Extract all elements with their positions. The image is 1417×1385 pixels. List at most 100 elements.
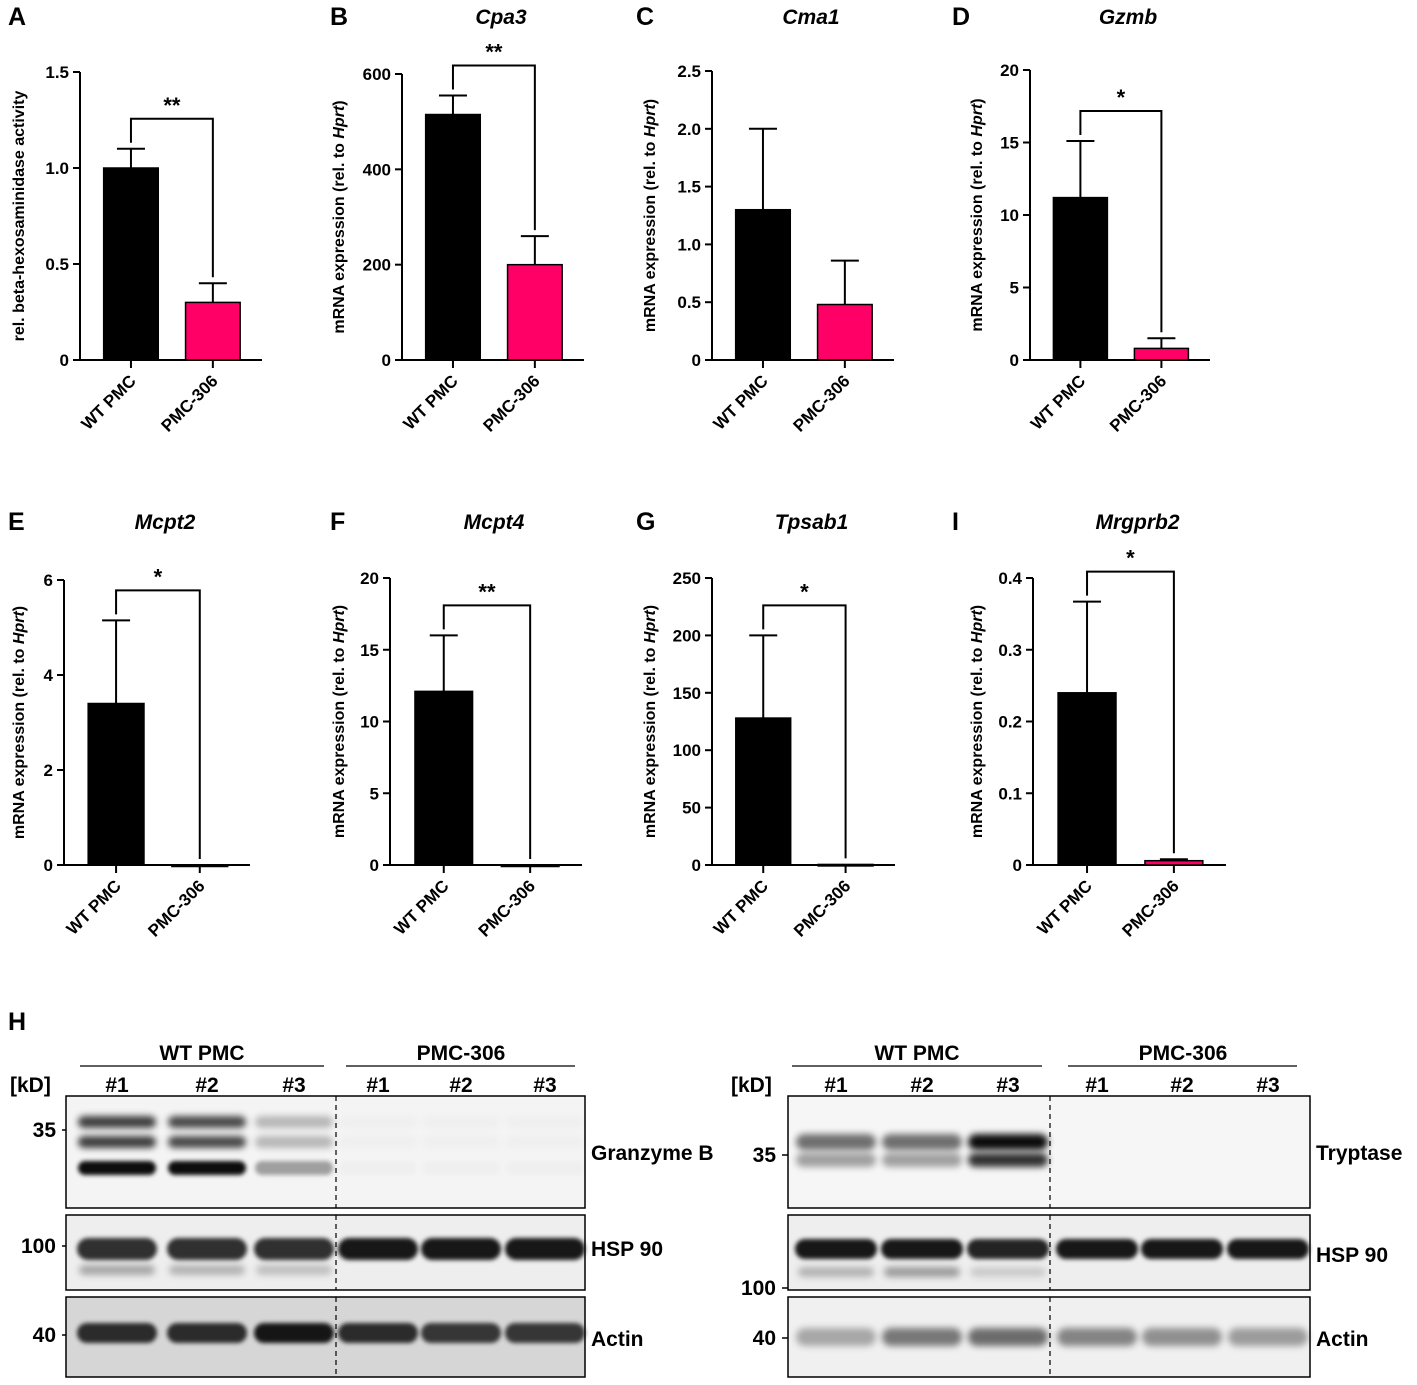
protein-label: Granzyme B bbox=[591, 1142, 714, 1165]
y-axis-label: mRNA expression (rel. to Hprt) bbox=[642, 605, 659, 838]
y-tick-label: 5 bbox=[370, 784, 379, 803]
protein-label: Actin bbox=[1316, 1328, 1369, 1351]
category-label: WT PMC bbox=[1027, 371, 1089, 433]
y-tick-label: 20 bbox=[1000, 61, 1019, 80]
y-tick-label: 5 bbox=[1010, 279, 1019, 298]
band bbox=[1227, 1239, 1309, 1259]
y-tick-label: 15 bbox=[360, 641, 379, 660]
y-tick-label: 600 bbox=[363, 65, 391, 84]
band bbox=[422, 1161, 500, 1175]
category-label: WT PMC bbox=[710, 876, 772, 938]
y-tick-label: 6 bbox=[44, 571, 53, 590]
y-tick-label: 10 bbox=[360, 713, 379, 732]
bar-wt-pmc bbox=[87, 702, 145, 866]
band bbox=[168, 1161, 246, 1175]
band bbox=[77, 1238, 157, 1260]
lane-label: #2 bbox=[1170, 1074, 1193, 1097]
kd-label: [kD] bbox=[731, 1074, 772, 1097]
lane-label: #3 bbox=[533, 1074, 556, 1097]
band bbox=[798, 1267, 874, 1277]
panel-label: I bbox=[952, 508, 959, 536]
lane-label: #1 bbox=[366, 1074, 390, 1097]
y-tick-label: 2.0 bbox=[677, 120, 701, 139]
blot-frame bbox=[787, 1095, 1311, 1209]
category-label: WT PMC bbox=[63, 876, 125, 938]
group-label-pmc306: PMC-306 bbox=[1139, 1042, 1228, 1065]
category-label: PMC-306 bbox=[475, 876, 539, 940]
y-tick-label: 20 bbox=[360, 569, 379, 588]
significance-label: * bbox=[154, 564, 163, 589]
bar-wt-pmc bbox=[1052, 196, 1109, 361]
blot-granzyme-b: 35 Granzyme B bbox=[33, 1095, 714, 1209]
lane-label: #1 bbox=[105, 1074, 129, 1097]
y-tick-label: 2 bbox=[44, 761, 53, 780]
bar-wt-pmc bbox=[424, 113, 482, 361]
category-label: PMC-306 bbox=[1106, 371, 1170, 435]
y-tick-label: 15 bbox=[1000, 134, 1019, 153]
chart-title: Cma1 bbox=[782, 6, 839, 29]
chart-title: Mrgprb2 bbox=[1096, 511, 1180, 534]
bar-wt-pmc bbox=[414, 690, 474, 866]
category-label: PMC-306 bbox=[789, 371, 853, 435]
y-tick-label: 0 bbox=[692, 856, 701, 875]
panel-label: A bbox=[8, 3, 26, 31]
bar-wt-pmc bbox=[734, 208, 792, 361]
blot-hsp-90: 100 HSP 90 bbox=[741, 1214, 1388, 1300]
band bbox=[254, 1323, 334, 1343]
y-tick-label: 0 bbox=[370, 856, 379, 875]
significance-label: ** bbox=[485, 39, 503, 64]
group-label-pmc306: PMC-306 bbox=[417, 1042, 506, 1065]
band bbox=[796, 1134, 876, 1150]
lane-label: #2 bbox=[449, 1074, 472, 1097]
y-tick-label: 0.5 bbox=[45, 255, 69, 274]
y-tick-label: 250 bbox=[673, 569, 701, 588]
panel-label: G bbox=[636, 508, 655, 536]
band bbox=[255, 1161, 333, 1175]
chart-panel-g: G Tpsab1 mRNA expression (rel. to Hprt) 0 50… bbox=[636, 508, 895, 941]
category-label: WT PMC bbox=[78, 371, 140, 433]
chart-title: Mcpt4 bbox=[464, 511, 525, 534]
significance-label: * bbox=[1126, 546, 1135, 571]
chart-panel-f: F Mcpt4 mRNA expression (rel. to Hprt) 0 5 10… bbox=[330, 508, 582, 941]
band bbox=[338, 1323, 418, 1343]
y-axis-label: mRNA expression (rel. to Hprt) bbox=[11, 606, 28, 839]
bar-pmc-306 bbox=[816, 303, 873, 361]
band bbox=[255, 1116, 333, 1128]
significance-bracket bbox=[1086, 570, 1175, 854]
y-tick-label: 400 bbox=[363, 160, 391, 179]
y-tick-label: 4 bbox=[44, 666, 54, 685]
band bbox=[422, 1136, 500, 1148]
y-tick-label: 50 bbox=[682, 799, 701, 818]
band bbox=[339, 1116, 417, 1128]
band bbox=[254, 1238, 334, 1260]
band bbox=[1056, 1239, 1138, 1259]
band bbox=[78, 1136, 156, 1148]
category-label: PMC-306 bbox=[790, 876, 854, 940]
kd-marker: 40 bbox=[33, 1324, 56, 1347]
band bbox=[167, 1238, 247, 1260]
significance-bracket bbox=[451, 64, 536, 231]
chart-panel-d: D Gzmb mRNA expression (rel. to Hprt) 0 5 10 1… bbox=[952, 3, 1210, 436]
y-tick-label: 0 bbox=[1010, 351, 1019, 370]
significance-bracket bbox=[1079, 110, 1163, 333]
group-label-wt: WT PMC bbox=[159, 1042, 244, 1065]
band bbox=[884, 1267, 960, 1277]
band bbox=[1142, 1328, 1222, 1346]
band bbox=[795, 1239, 877, 1259]
panel-label: H bbox=[8, 1008, 26, 1036]
y-tick-label: 150 bbox=[673, 684, 701, 703]
y-axis-label: mRNA expression (rel. to Hprt) bbox=[969, 98, 986, 331]
band bbox=[78, 1116, 156, 1128]
category-label: PMC-306 bbox=[144, 876, 208, 940]
band bbox=[968, 1328, 1048, 1346]
y-tick-label: 200 bbox=[363, 256, 391, 275]
band bbox=[79, 1265, 155, 1275]
band bbox=[421, 1323, 501, 1343]
y-tick-label: 100 bbox=[673, 741, 701, 760]
band bbox=[968, 1134, 1048, 1150]
band bbox=[338, 1238, 418, 1260]
category-label: WT PMC bbox=[1034, 876, 1096, 938]
bar-wt-pmc bbox=[1057, 692, 1117, 866]
